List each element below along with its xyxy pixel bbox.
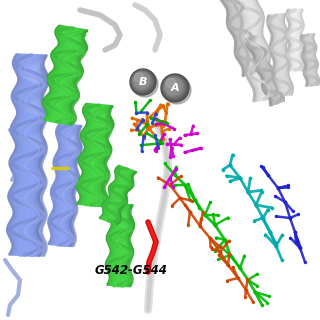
Circle shape [134, 73, 149, 88]
Circle shape [134, 73, 144, 82]
Circle shape [133, 72, 151, 90]
Circle shape [166, 78, 176, 88]
Circle shape [166, 79, 180, 93]
Circle shape [132, 71, 158, 97]
Circle shape [132, 70, 153, 92]
Circle shape [165, 78, 182, 95]
Circle shape [162, 75, 188, 100]
Circle shape [168, 81, 176, 89]
Circle shape [130, 69, 156, 95]
Text: B: B [139, 77, 147, 87]
Circle shape [132, 71, 152, 91]
Circle shape [163, 76, 186, 99]
Circle shape [134, 74, 148, 87]
Circle shape [135, 74, 147, 86]
Circle shape [136, 75, 145, 84]
Text: A: A [171, 83, 179, 93]
Circle shape [131, 70, 155, 94]
Circle shape [164, 77, 183, 96]
Circle shape [161, 74, 189, 102]
Circle shape [164, 76, 185, 98]
Circle shape [137, 76, 144, 83]
Circle shape [168, 81, 178, 91]
Circle shape [163, 76, 191, 104]
Circle shape [167, 80, 179, 92]
Text: G542-G544: G542-G544 [95, 263, 168, 276]
